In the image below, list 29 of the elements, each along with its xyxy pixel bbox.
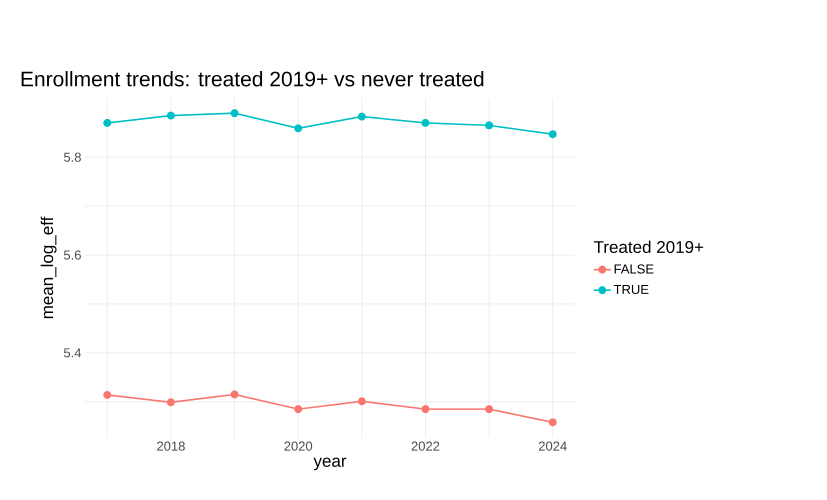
chart-title: Enrollment trends: treated 2019+ vs never treated [22,71,484,86]
legend-title: Treated 2019+ [594,240,704,254]
point [421,118,430,127]
point [548,130,557,138]
point [294,124,302,132]
y-axis-title: mean_log_eff [40,216,57,318]
y-tick-label: 5.8 [64,152,81,162]
legend-label: TRUE [614,284,648,294]
x-tick-label: 2022 [412,442,440,451]
point [103,118,112,127]
x-tick-label: 2024 [538,442,567,451]
point [421,405,430,414]
y-tick-label: 5.6 [64,250,81,260]
x-tick-label: 2020 [284,442,312,451]
legend-label: FALSE [614,264,654,274]
y-tick-label: 5.4 [64,348,82,358]
point [358,112,366,121]
point [230,109,239,118]
point [166,112,175,120]
point [485,121,494,130]
point [230,390,239,398]
point [485,405,494,414]
point [358,397,366,406]
point [103,390,112,399]
point [166,398,175,406]
point [294,405,302,414]
x-tick-label: 2018 [157,442,185,451]
x-axis-title: year [314,458,346,470]
point [548,418,557,426]
